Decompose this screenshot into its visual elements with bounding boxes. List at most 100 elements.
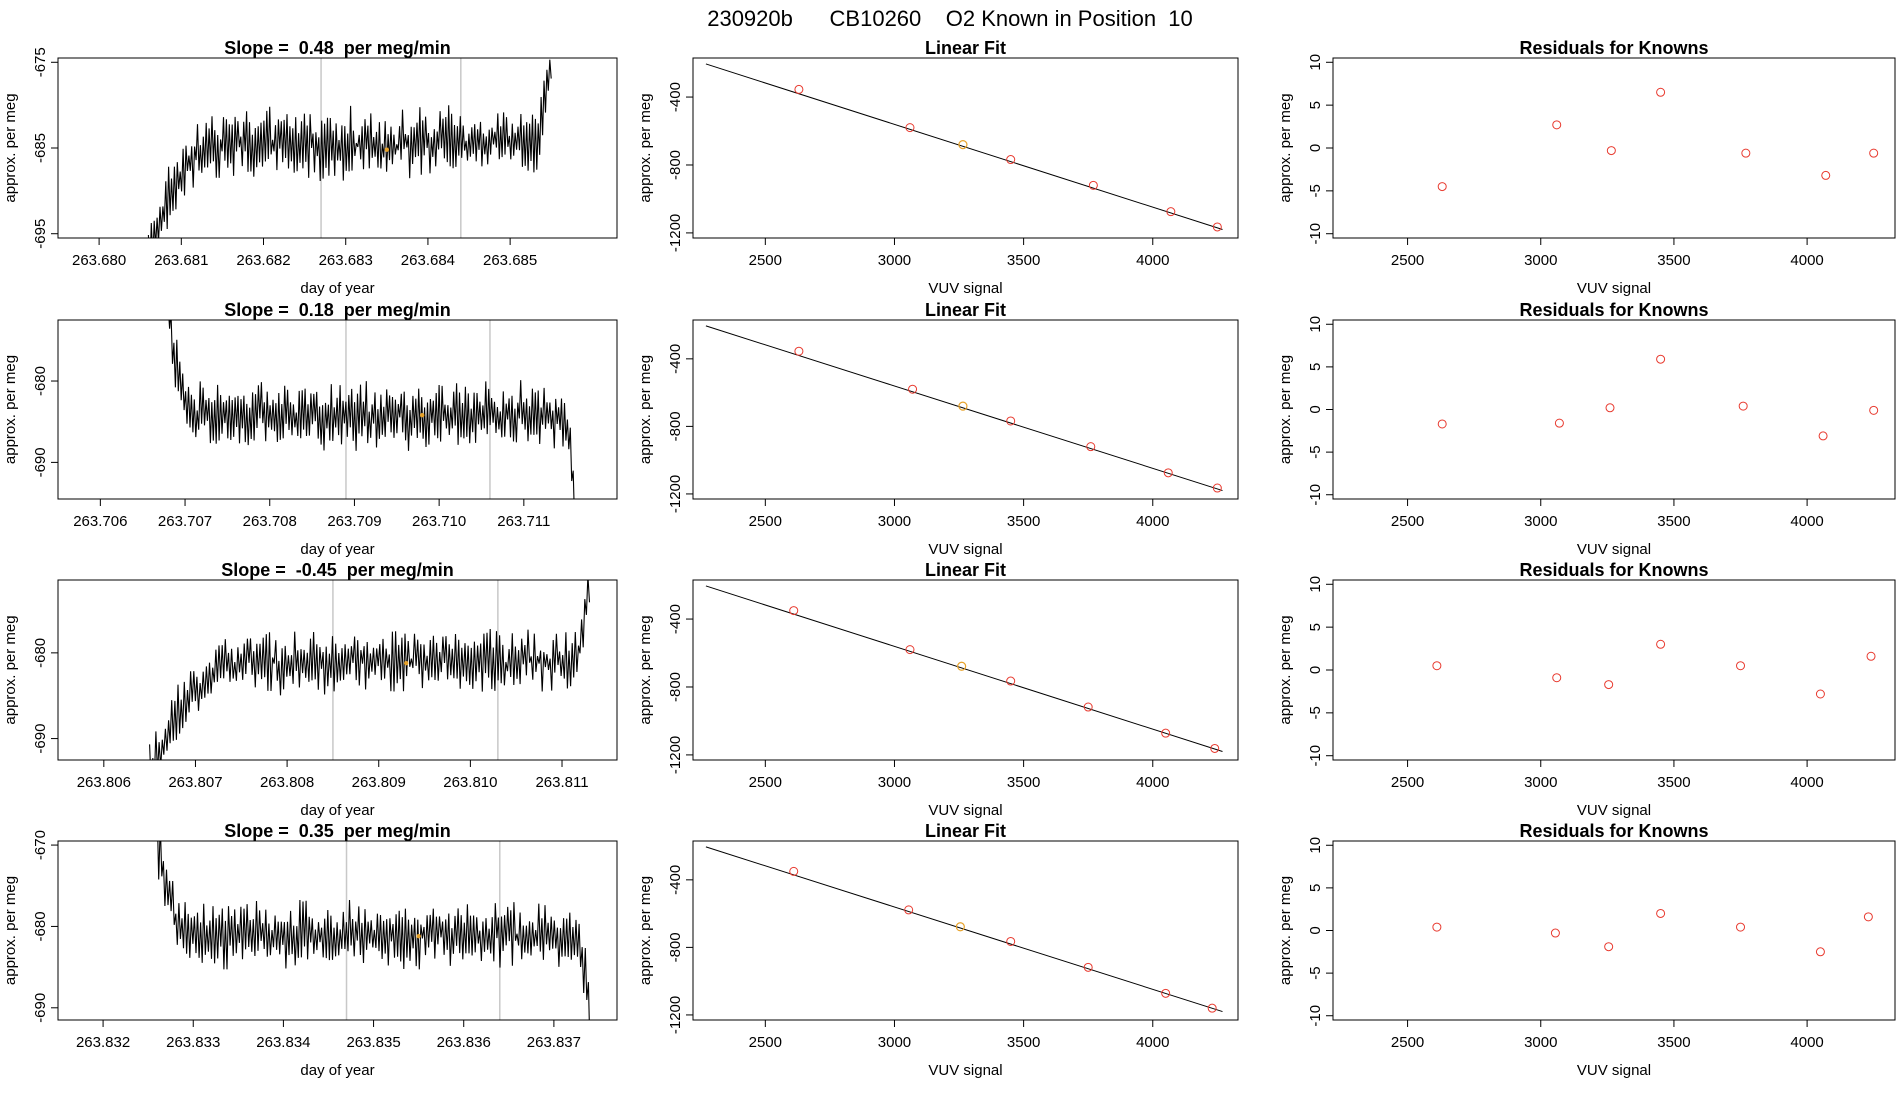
known-point	[1212, 222, 1222, 232]
x-tick-label: 263.681	[154, 252, 208, 269]
y-tick-label: -690	[32, 447, 49, 477]
x-axis-label: VUV signal	[928, 1062, 1002, 1079]
x-tick-label: 263.811	[535, 774, 588, 791]
known-point	[1166, 207, 1176, 217]
residual-point	[1863, 912, 1873, 922]
known-point	[794, 84, 804, 94]
plot-frame	[1332, 579, 1896, 761]
known-point	[904, 905, 914, 915]
x-tick-label: 2500	[749, 1034, 782, 1051]
residual-point	[1656, 354, 1666, 364]
trace-panel: Slope = 0.35 per meg/min day of year appro…	[2, 821, 618, 1079]
panel-title: Slope = -0.45 per meg/min	[221, 560, 454, 580]
known-point	[1083, 702, 1093, 712]
x-tick-label: 263.808	[260, 774, 314, 791]
residual-point	[1741, 148, 1751, 158]
x-axis-label: VUV signal	[1577, 541, 1651, 558]
residual-point	[1736, 661, 1746, 671]
x-tick-label: 3000	[1524, 252, 1557, 269]
y-axis-label: approx. per meg	[637, 355, 654, 464]
panel-title: Residuals for Knowns	[1519, 300, 1708, 320]
sample-point	[955, 922, 965, 932]
fit-panel: Linear Fit VUV signal approx. per meg -400 -…	[637, 560, 1239, 819]
residual-point	[1869, 405, 1879, 415]
x-tick-label: 263.683	[319, 252, 373, 269]
y-tick-label: -400	[667, 865, 684, 895]
x-tick-label: 2500	[749, 252, 782, 269]
residual-point	[1604, 680, 1614, 690]
plot-frame	[1332, 840, 1896, 1021]
panel-title: Slope = 0.18 per meg/min	[224, 300, 451, 320]
y-tick-label: 10	[1307, 837, 1324, 854]
panel-title: Residuals for Knowns	[1519, 38, 1708, 58]
plot-frame	[692, 579, 1239, 761]
y-tick-label: -5	[1307, 966, 1324, 979]
residual-point	[1815, 689, 1825, 699]
known-point	[905, 123, 915, 133]
y-tick-label: -800	[667, 411, 684, 441]
y-tick-label: 10	[1307, 316, 1324, 333]
residual-panel: Residuals for Knowns VUV signal approx. pe…	[1277, 38, 1896, 297]
y-axis-label: approx. per meg	[1277, 876, 1294, 985]
residual-point	[1605, 403, 1615, 413]
y-tick-label: -670	[32, 830, 49, 860]
known-point	[1006, 676, 1016, 686]
plot-frame	[57, 840, 618, 1021]
x-tick-label: 263.706	[73, 513, 127, 530]
y-tick-label: -5	[1307, 445, 1324, 458]
fit-line	[705, 63, 1223, 230]
known-point	[1083, 962, 1093, 972]
residual-point	[1550, 928, 1560, 938]
x-axis-label: day of year	[300, 280, 374, 297]
x-tick-label: 4000	[1136, 1034, 1169, 1051]
x-tick-label: 3500	[1007, 774, 1040, 791]
residual-point	[1437, 182, 1447, 192]
x-tick-label: 3500	[1657, 1034, 1690, 1051]
residual-point	[1552, 120, 1562, 130]
x-axis-label: VUV signal	[928, 802, 1002, 819]
known-point	[794, 346, 804, 356]
x-tick-label: 4000	[1790, 513, 1823, 530]
x-tick-label: 3000	[1524, 1034, 1557, 1051]
x-axis-label: VUV signal	[1577, 802, 1651, 819]
residual-point	[1432, 922, 1442, 932]
sample-point	[957, 661, 967, 671]
x-tick-label: 263.710	[412, 513, 466, 530]
data-trace-line	[157, 841, 590, 1020]
x-tick-label: 2500	[1391, 1034, 1424, 1051]
plot-frame	[692, 319, 1239, 500]
y-tick-label: -685	[32, 133, 49, 163]
x-tick-label: 2500	[1391, 513, 1424, 530]
x-tick-label: 3000	[878, 1034, 911, 1051]
sample-marker	[419, 412, 425, 418]
fit-panel: Linear Fit VUV signal approx. per meg -400 -…	[637, 38, 1239, 297]
known-point	[1163, 468, 1173, 478]
y-tick-label: 5	[1307, 884, 1324, 892]
panel-title: Residuals for Knowns	[1519, 560, 1708, 580]
x-tick-label: 3500	[1657, 513, 1690, 530]
known-point	[789, 606, 799, 616]
x-tick-label: 263.707	[158, 513, 212, 530]
x-tick-label: 3000	[878, 252, 911, 269]
trace-panel: Slope = -0.45 per meg/min day of year appr…	[2, 560, 618, 819]
trace-panel: Slope = 0.18 per meg/min day of year appro…	[2, 300, 618, 558]
x-tick-label: 3500	[1007, 252, 1040, 269]
y-tick-label: -680	[32, 911, 49, 941]
y-tick-label: -10	[1307, 745, 1324, 767]
y-axis-label: approx. per meg	[2, 355, 19, 464]
x-tick-label: 263.836	[437, 1034, 491, 1051]
y-tick-label: -400	[667, 344, 684, 374]
trace-panel: Slope = 0.48 per meg/min day of year appro…	[2, 38, 618, 297]
y-tick-label: -10	[1307, 223, 1324, 245]
y-axis-label: approx. per meg	[1277, 93, 1294, 202]
residual-point	[1866, 651, 1876, 661]
residual-point	[1604, 942, 1614, 952]
y-tick-label: -800	[667, 672, 684, 702]
plot-frame	[57, 319, 618, 500]
x-tick-label: 263.682	[236, 252, 290, 269]
y-axis-label: approx. per meg	[1277, 615, 1294, 724]
y-axis-label: approx. per meg	[637, 615, 654, 724]
y-tick-label: -5	[1307, 184, 1324, 197]
